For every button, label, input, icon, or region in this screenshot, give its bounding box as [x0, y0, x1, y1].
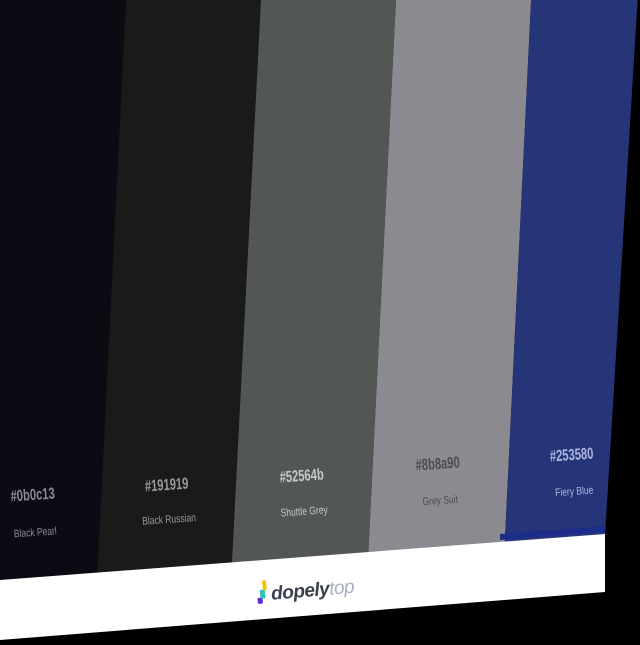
footer-band — [0, 534, 605, 640]
swatch-label-group-2: #191919 Black Russian — [142, 473, 196, 528]
dopely-logo-icon — [257, 580, 267, 604]
swatch-label-group-1: #0b0c13 Black Pearl — [10, 483, 57, 540]
swatch-hex-label: #0b0c13 — [10, 483, 56, 505]
swatch-color-name: Grey Suit — [422, 494, 458, 509]
color-swatch-5[interactable] — [502, 0, 640, 600]
swatch-color-name: Black Russian — [142, 512, 196, 528]
color-swatch-2[interactable] — [96, 0, 263, 600]
swatch-color-name: Fiery Blue — [555, 485, 594, 500]
swatch-strip — [0, 0, 640, 600]
brand-name-top: top — [328, 577, 355, 600]
swatch-hex-label: #8b8a90 — [415, 452, 461, 474]
swatch-accent-strip — [500, 526, 605, 540]
swatch-label-group-3: #52564b Shuttle Grey — [279, 464, 328, 520]
footer-brand[interactable]: dopelytop — [256, 573, 355, 606]
swatch-color-name: Black Pearl — [13, 525, 57, 540]
brand-wordmark: dopelytop — [270, 577, 355, 605]
swatch-color-name: Shuttle Grey — [280, 504, 328, 520]
color-swatch-4[interactable] — [366, 0, 533, 600]
swatch-label-group-4: #8b8a90 Grey Suit — [415, 452, 461, 509]
swatch-hex-label: #52564b — [279, 464, 324, 486]
brand-name-dopely: dopely — [270, 579, 332, 605]
swatch-label-group-5: #253580 Fiery Blue — [549, 443, 594, 500]
swatch-hex-label: #253580 — [549, 443, 594, 465]
color-swatch-1[interactable] — [0, 0, 128, 600]
color-swatch-3[interactable] — [230, 0, 398, 600]
swatch-hex-label: #191919 — [144, 473, 189, 495]
